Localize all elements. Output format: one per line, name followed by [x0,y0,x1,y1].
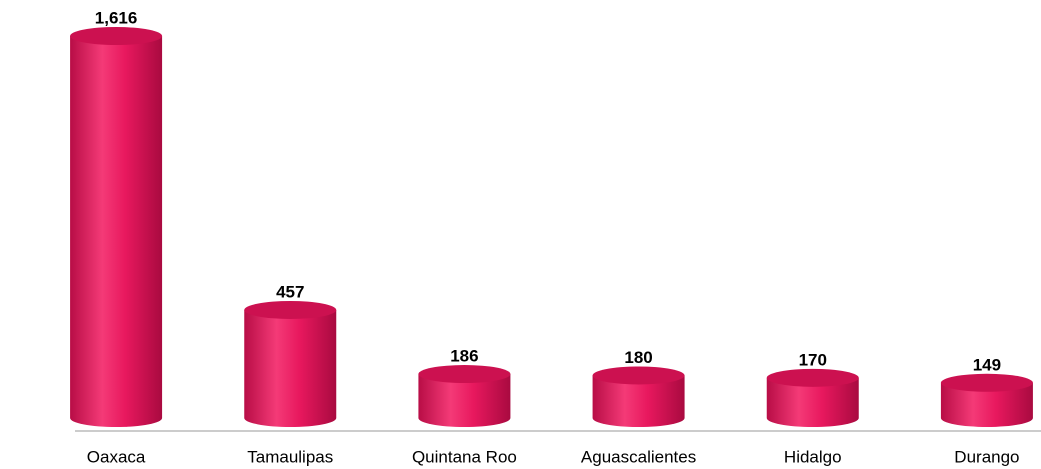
bar-body [940,382,1033,427]
bar [592,366,685,428]
bar [940,373,1033,427]
bar-body [70,36,163,428]
bar-body [418,374,511,428]
bar-top [766,368,859,387]
value-label: 170 [799,350,827,369]
bar-top [70,27,163,45]
value-label: 149 [973,355,1001,374]
x-tick-label: Tamaulipas [247,447,333,466]
bar-body [592,375,685,428]
value-label: 1,616 [95,8,138,27]
bar [766,368,859,428]
x-tick-label: Aguascalientes [581,447,696,466]
bar [244,300,337,428]
bar [70,27,163,428]
value-label: 457 [276,282,304,301]
x-tick-label: Durango [954,447,1019,466]
value-label: 186 [450,347,478,366]
bar-top [940,373,1033,392]
bar-top [418,365,511,384]
bar-top [592,366,685,385]
bar [418,365,511,428]
x-tick-label: Hidalgo [784,447,842,466]
bar-top [244,300,337,319]
bar-body [244,309,337,428]
x-tick-label: Quintana Roo [412,447,517,466]
bar-body [766,377,859,428]
value-label: 180 [624,348,652,367]
x-tick-label: Oaxaca [87,447,146,466]
